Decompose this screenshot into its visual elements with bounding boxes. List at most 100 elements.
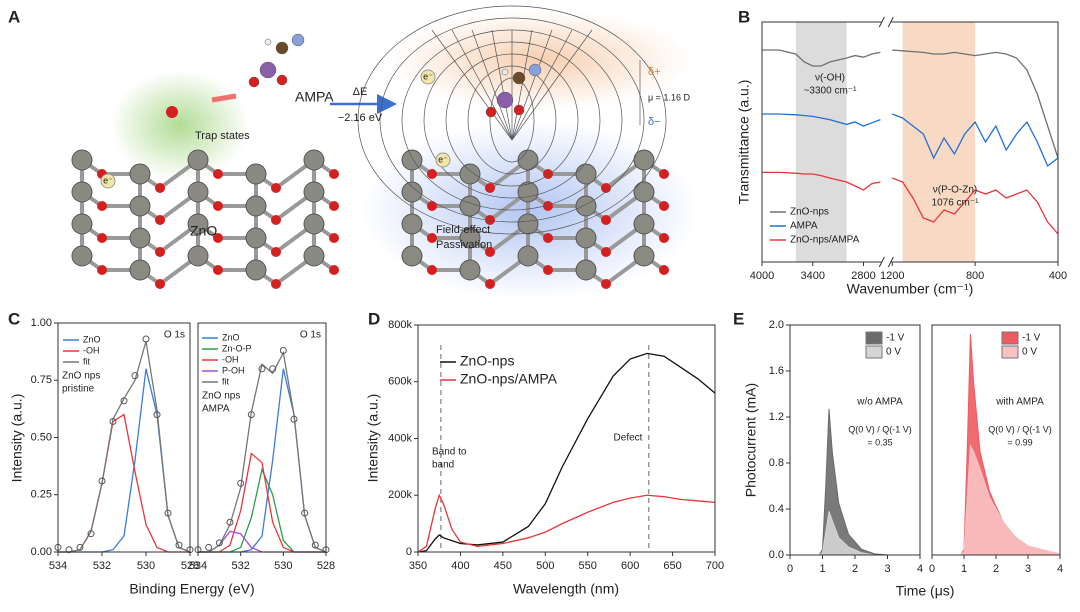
oxygen-atom — [329, 233, 339, 243]
oxygen-atom — [659, 233, 669, 243]
zinc-atom — [517, 181, 539, 203]
legend-label: -OH — [83, 345, 100, 355]
oxygen-atom — [97, 201, 107, 211]
oxygen-atom — [329, 201, 339, 211]
oxygen-atom — [155, 215, 165, 225]
data-point — [269, 365, 277, 373]
zinc-atom — [459, 163, 481, 185]
legend-label: ZnO — [222, 332, 240, 342]
zinc-atom — [401, 149, 423, 171]
oxygen-atom — [166, 106, 178, 118]
passivation-label: Field-effect — [436, 224, 490, 236]
field-line — [431, 29, 513, 141]
x-tick-label: 500 — [536, 560, 554, 572]
legend-label: -OH — [222, 354, 239, 364]
molecule-atom — [264, 38, 272, 46]
zinc-atom — [575, 259, 597, 281]
zinc-atom — [129, 259, 151, 281]
x-tick-label: 4 — [1057, 563, 1063, 575]
zinc-atom — [575, 227, 597, 249]
electron — [420, 69, 436, 85]
x-tick-label: 800 — [966, 270, 984, 282]
y-tick-label: 2.0 — [769, 319, 784, 331]
oxygen-atom — [659, 265, 669, 275]
oxygen-atom — [155, 279, 165, 289]
legend-swatch — [865, 345, 883, 359]
data-point — [153, 411, 161, 419]
electron-label: e⁻ — [423, 71, 433, 81]
zinc-atom — [575, 195, 597, 217]
line — [762, 113, 881, 127]
y-tick-label: 0.00 — [31, 546, 52, 558]
data-point — [109, 417, 117, 425]
field-line — [511, 29, 593, 141]
x-tick-label: 2 — [993, 563, 999, 575]
y-tick-label: 0.75 — [31, 374, 52, 386]
oxygen-atom — [485, 183, 495, 193]
plot-frame — [789, 324, 921, 556]
molecule-atom — [512, 71, 526, 85]
oxygen-atom — [213, 265, 223, 275]
zinc-atom — [633, 149, 655, 171]
dipole-label: μ = 1.16 D — [648, 92, 690, 102]
zinc-atom — [245, 227, 267, 249]
band — [902, 22, 976, 262]
zinc-atom — [401, 245, 423, 267]
chart-title: O 1s — [300, 330, 321, 341]
y-tick-label: 400k — [388, 432, 412, 444]
panel-label: D — [368, 309, 380, 328]
x-tick-label: 4 — [917, 563, 923, 575]
oxygen-atom — [329, 169, 339, 179]
data-point — [131, 372, 139, 380]
annotation: Band to — [432, 447, 467, 458]
annotation: w/o AMPA — [856, 397, 903, 408]
oxygen-atom — [213, 169, 223, 179]
annotation: ν(-OH) — [815, 73, 845, 84]
x-tick-label: 1 — [961, 563, 967, 575]
annotation: = 0.35 — [867, 437, 892, 447]
x-tick-label: 3 — [884, 563, 890, 575]
legend-swatch — [865, 331, 883, 345]
data-point — [65, 546, 73, 554]
passivation-label: Passivation — [436, 239, 492, 251]
molecule-atom — [248, 76, 260, 88]
axis-break — [881, 259, 892, 265]
data-point — [258, 365, 266, 373]
delta-minus-label: δ− — [648, 116, 661, 128]
oxygen-atom — [543, 201, 553, 211]
zinc-atom — [187, 213, 209, 235]
line — [762, 49, 881, 67]
line — [198, 350, 327, 553]
data-point — [98, 477, 106, 485]
x-tick-label: 550 — [579, 560, 597, 572]
annotation: ZnO nps — [202, 391, 240, 402]
legend-label: -1 V — [1022, 333, 1041, 344]
x-tick-label: 600 — [621, 560, 639, 572]
x-tick-label: 534 — [49, 560, 67, 572]
y-axis-label: Intensity (a.u.) — [9, 394, 25, 483]
zinc-atom — [245, 163, 267, 185]
y-axis-label: Photocurrent (mA) — [743, 383, 759, 497]
line — [892, 49, 1059, 159]
annotation: = 0.99 — [1007, 437, 1032, 447]
x-tick-label: 532 — [93, 560, 111, 572]
oxygen-atom — [659, 201, 669, 211]
oxygen-atom — [601, 215, 611, 225]
x-tick-label: 3 — [1025, 563, 1031, 575]
y-tick-label: 600k — [388, 376, 412, 388]
panel-label: B — [738, 7, 750, 26]
oxygen-atom — [97, 233, 107, 243]
line — [58, 413, 190, 553]
y-tick-label: 0.0 — [769, 549, 784, 561]
field-line — [511, 29, 573, 141]
legend-label: ZnO-nps/AMPA — [790, 235, 860, 246]
oxygen-atom — [485, 247, 495, 257]
oxygen-atom — [329, 265, 339, 275]
zinc-atom — [187, 149, 209, 171]
line — [892, 113, 1059, 168]
legend-swatch — [1001, 345, 1019, 359]
line — [417, 352, 716, 553]
panel-a — [71, 5, 700, 300]
field-line — [511, 29, 553, 141]
field-line — [471, 29, 513, 141]
